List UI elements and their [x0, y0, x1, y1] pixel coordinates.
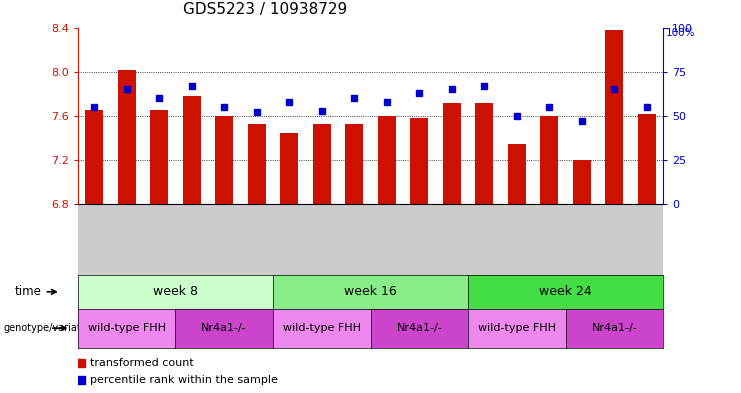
Bar: [540, 116, 558, 204]
Bar: [183, 96, 201, 204]
Text: genotype/variation: genotype/variation: [4, 323, 96, 333]
Bar: [118, 70, 136, 204]
Text: week 8: week 8: [153, 285, 198, 298]
Bar: [280, 132, 298, 204]
Bar: [85, 110, 103, 204]
Bar: [476, 103, 494, 204]
Bar: [605, 30, 623, 204]
Bar: [508, 143, 526, 204]
Text: Nr4a1-/-: Nr4a1-/-: [202, 323, 247, 333]
Text: Nr4a1-/-: Nr4a1-/-: [591, 323, 637, 333]
Bar: [443, 103, 461, 204]
Text: percentile rank within the sample: percentile rank within the sample: [90, 375, 277, 385]
Bar: [313, 124, 330, 204]
Text: week 16: week 16: [344, 285, 397, 298]
Text: transformed count: transformed count: [90, 358, 193, 367]
Bar: [247, 124, 265, 204]
Text: GDS5223 / 10938729: GDS5223 / 10938729: [183, 2, 348, 17]
Text: wild-type FHH: wild-type FHH: [478, 323, 556, 333]
Bar: [150, 110, 168, 204]
Bar: [573, 160, 591, 204]
Text: wild-type FHH: wild-type FHH: [87, 323, 165, 333]
Bar: [378, 116, 396, 204]
Text: week 24: week 24: [539, 285, 592, 298]
Text: wild-type FHH: wild-type FHH: [283, 323, 361, 333]
Text: Nr4a1-/-: Nr4a1-/-: [396, 323, 442, 333]
Text: time: time: [15, 285, 56, 298]
Text: 100%: 100%: [666, 28, 696, 37]
Bar: [215, 116, 233, 204]
Bar: [411, 118, 428, 204]
Bar: [638, 114, 656, 204]
Bar: [345, 124, 363, 204]
